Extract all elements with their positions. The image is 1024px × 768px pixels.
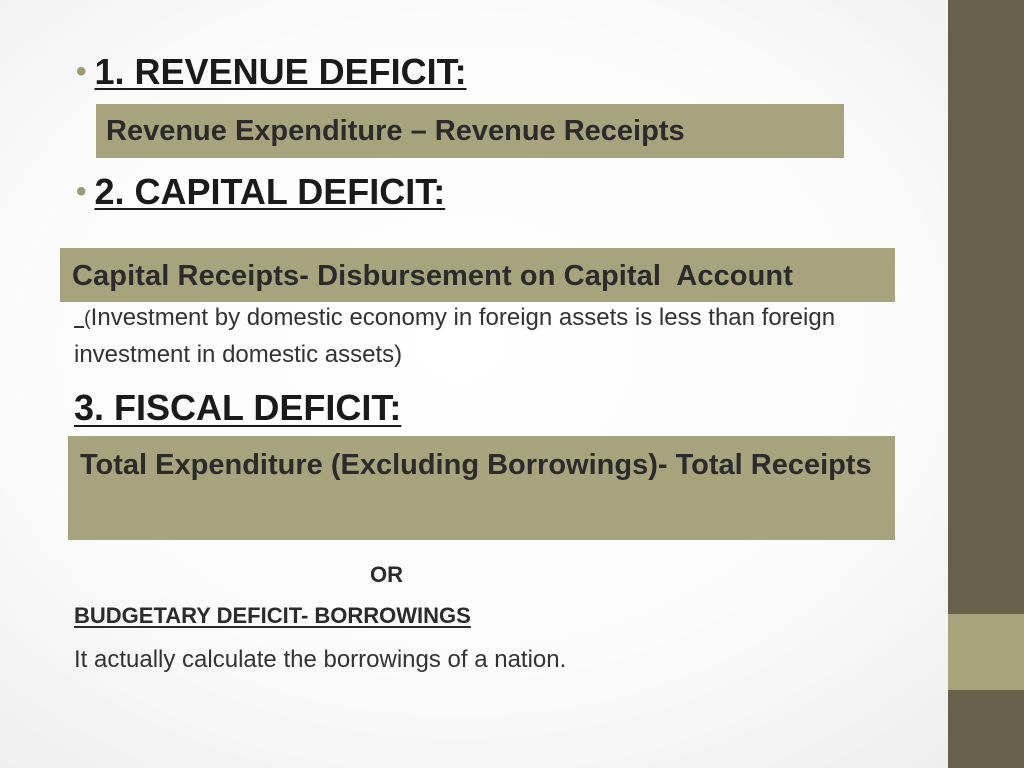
capital-deficit-formula: Capital Receipts- Disbursement on Capita… — [60, 248, 895, 302]
bullet-icon: • — [76, 175, 87, 208]
capital-deficit-note: (Investment by domestic economy in forei… — [74, 300, 914, 373]
fiscal-deficit-formula: Total Expenditure (Excluding Borrowings)… — [68, 436, 895, 540]
fiscal-deficit-title: 3. FISCAL DEFICIT: — [74, 387, 402, 428]
capital-deficit-heading: • 2. CAPITAL DEFICIT: — [76, 170, 445, 214]
note-open-paren: ( — [84, 308, 91, 330]
fiscal-deficit-heading: 3. FISCAL DEFICIT: — [74, 386, 401, 430]
underline-mark — [74, 300, 84, 328]
capital-deficit-title: 2. CAPITAL DEFICIT: — [94, 171, 446, 212]
budgetary-deficit-line: BUDGETARY DEFICIT- BORROWINGS — [74, 603, 471, 628]
revenue-deficit-formula: Revenue Expenditure – Revenue Receipts — [96, 104, 844, 158]
revenue-deficit-title: 1. REVENUE DEFICIT: — [94, 51, 467, 92]
note-text: Investment by domestic economy in foreig… — [74, 304, 836, 368]
revenue-deficit-heading: • 1. REVENUE DEFICIT: — [76, 50, 467, 94]
bullet-icon: • — [76, 55, 87, 88]
explanation-text: It actually calculate the borrowings of … — [74, 646, 567, 673]
right-bar-accent-block — [948, 614, 1024, 690]
or-label: OR — [370, 562, 403, 587]
slide: • 1. REVENUE DEFICIT: Revenue Expenditure… — [60, 50, 914, 673]
